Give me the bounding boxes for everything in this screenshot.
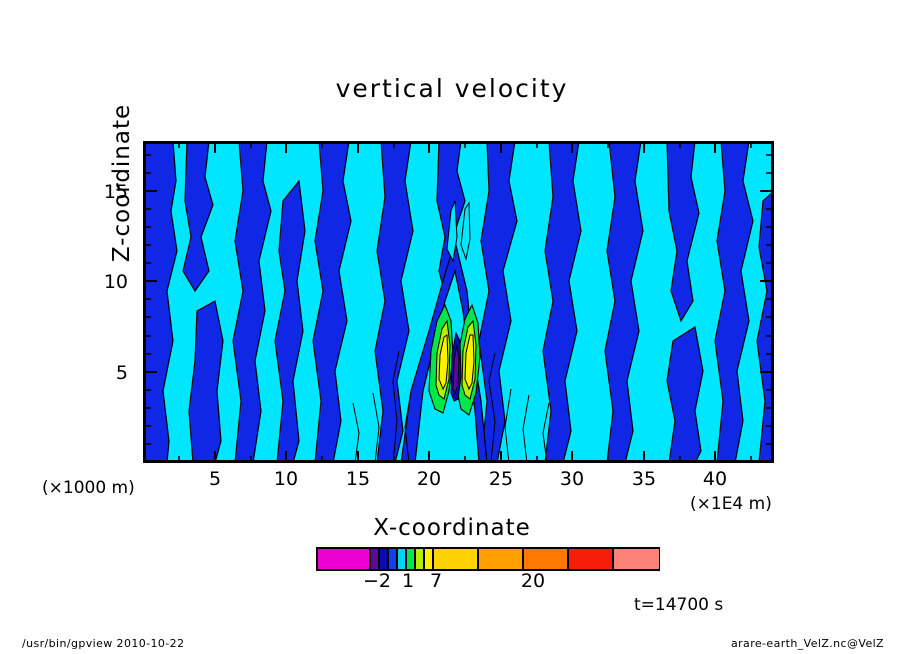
- x-tick-10: 10: [273, 468, 299, 490]
- contour-field: [143, 141, 774, 463]
- cb-band-8: [432, 547, 479, 571]
- colorbar-swatches: [316, 547, 660, 572]
- cb-band-11: [567, 547, 614, 571]
- cb-band-5: [405, 547, 416, 571]
- axis-ticks: [143, 141, 774, 463]
- x-tick-35: 35: [631, 468, 657, 490]
- footer-datasource: arare-earth_VelZ.nc@VelZ: [730, 637, 884, 650]
- page-title: vertical velocity: [335, 74, 569, 103]
- cb-band-12: [612, 547, 660, 571]
- x-tick-30: 30: [559, 468, 585, 490]
- axis-minor-ticks: [143, 141, 774, 463]
- y-tick-5: 5: [115, 362, 128, 384]
- cb-band-6: [414, 547, 425, 571]
- cb-tick-7: 7: [429, 570, 443, 592]
- x-tick-40: 40: [702, 468, 728, 490]
- cb-band-0: [316, 547, 371, 571]
- x-tick-25: 25: [488, 468, 514, 490]
- cb-tick-20: 20: [520, 570, 546, 592]
- footer-command: /usr/bin/gpview 2010-10-22: [22, 637, 185, 650]
- cb-band-4: [396, 547, 407, 571]
- colorbar[interactable]: [316, 547, 660, 573]
- x-axis-label: X-coordinate: [373, 515, 531, 541]
- cb-band-7: [423, 547, 434, 571]
- x-axis-unit: (×1E4 m): [690, 494, 772, 514]
- x-tick-5: 5: [208, 468, 222, 490]
- z-axis-unit: (×1000 m): [42, 478, 135, 498]
- cb-band-2: [378, 547, 389, 571]
- x-tick-20: 20: [416, 468, 442, 490]
- y-tick-10: 10: [103, 271, 128, 293]
- cb-tick--2: −2: [362, 570, 391, 592]
- y-tick-15: 15: [103, 181, 128, 203]
- plot-frame: [143, 141, 774, 463]
- x-tick-15: 15: [345, 468, 371, 490]
- cb-tick-1: 1: [401, 570, 415, 592]
- cb-band-3: [387, 547, 398, 571]
- contour-plot: [143, 141, 774, 463]
- cb-band-9: [477, 547, 524, 571]
- cb-band-10: [522, 547, 569, 571]
- plot-area: [143, 141, 774, 463]
- timestamp-label: t=14700 s: [634, 595, 724, 615]
- cb-band-1: [369, 547, 380, 571]
